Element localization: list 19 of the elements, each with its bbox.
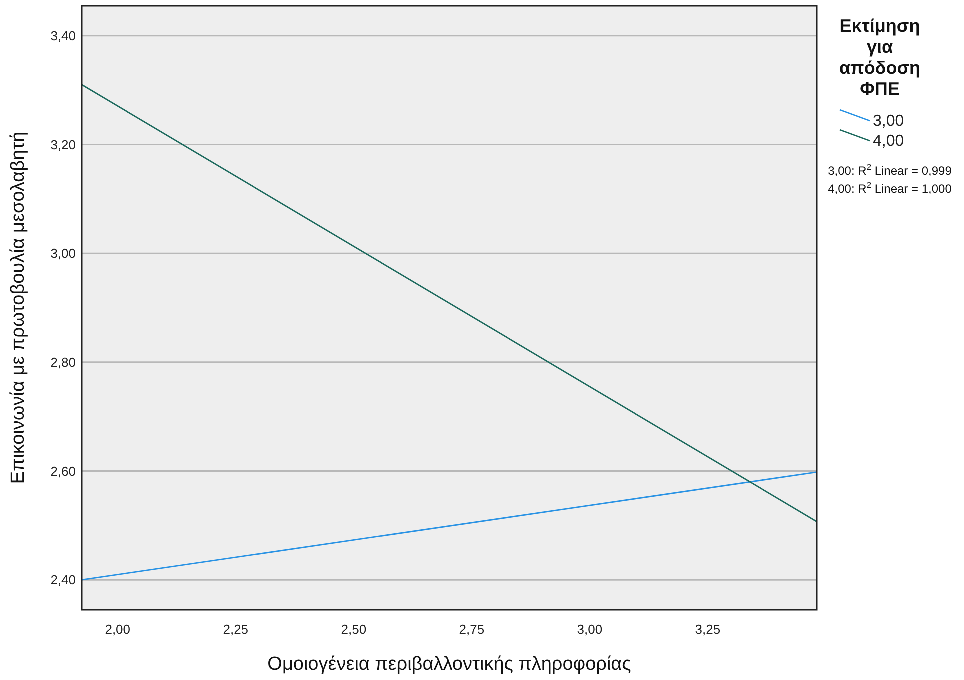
- x-tick-label: 3,00: [577, 622, 603, 637]
- x-tick-label: 2,25: [223, 622, 249, 637]
- y-tick-label: 3,00: [50, 246, 76, 262]
- x-axis-title: Ομοιογένεια περιβαλλοντικής πληροφορίας: [268, 654, 632, 675]
- y-tick-label: 2,80: [50, 354, 76, 370]
- y-tick-label: 3,40: [50, 28, 76, 44]
- y-tick-label: 2,60: [50, 464, 76, 479]
- y-axis-title: Επικοινωνία με πρωτοβουλία μεσολαβητή: [8, 132, 29, 484]
- x-tick-label: 2,75: [459, 622, 485, 637]
- y-tick-label: 2,40: [50, 572, 76, 588]
- text: 3,00: R$^{2}$ Linear = 0,999: [828, 162, 952, 178]
- y-tick-label: 3,20: [50, 137, 76, 152]
- x-tick-label: 3,25: [695, 622, 721, 637]
- legend-title: Εκτίμηση για απόδοση ΦΠΕ: [839, 16, 921, 99]
- legend-label: 3,00: [873, 113, 904, 130]
- x-tick-label: 2,50: [341, 622, 367, 637]
- x-tick-label: 2,00: [105, 622, 131, 637]
- text: 4,00: R$^{2}$ Linear = 1,000: [828, 180, 952, 196]
- legend-label: 4,00: [873, 133, 904, 150]
